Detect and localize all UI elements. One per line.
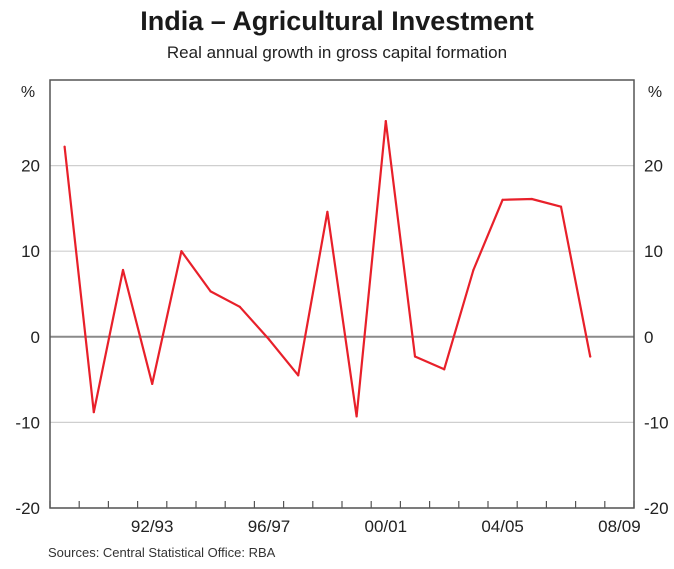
axis-labels: -20 -20 -10 -10 0 0 10 10 20 20 92/93 96/97 00/01 04/…: [15, 157, 668, 536]
left-unit-label: %: [21, 84, 35, 101]
data-point: [63, 145, 66, 148]
chart-title: India – Agricultural Investment: [140, 6, 534, 36]
data-point: [355, 415, 358, 418]
y-tick-label-left: 20: [21, 157, 40, 176]
right-unit-label: %: [648, 84, 662, 101]
y-tick-label-right: 10: [644, 242, 663, 261]
y-tick-label-right: 20: [644, 157, 663, 176]
y-tick-label-right: -20: [644, 499, 669, 518]
source-note: Sources: Central Statistical Office: RBA: [48, 545, 276, 560]
data-point: [589, 355, 592, 358]
data-point: [297, 374, 300, 377]
data-point: [443, 368, 446, 371]
data-point: [209, 290, 212, 293]
y-tick-label-left: -10: [15, 413, 40, 432]
series-layer: [63, 119, 592, 418]
y-tick-label-left: -20: [15, 499, 40, 518]
data-point: [472, 268, 475, 272]
x-tick-label: 92/93: [131, 517, 174, 536]
data-point: [413, 355, 417, 358]
data-point: [92, 411, 95, 414]
y-tick-label-left: 10: [21, 242, 40, 261]
chart-subtitle: Real annual growth in gross capital form…: [166, 43, 508, 62]
data-point: [267, 338, 271, 341]
data-point: [501, 198, 504, 201]
data-point: [530, 197, 533, 201]
tick-marks: [49, 501, 635, 508]
data-point: [559, 205, 563, 208]
data-point: [180, 250, 183, 253]
x-tick-label: 04/05: [481, 517, 524, 536]
data-point: [384, 119, 387, 123]
gridlines: [50, 165, 634, 509]
data-point: [326, 210, 329, 213]
y-tick-label-right: -10: [644, 413, 669, 432]
x-tick-label: 08/09: [598, 517, 641, 536]
x-tick-label: 96/97: [248, 517, 291, 536]
data-point: [121, 268, 125, 272]
y-tick-label-right: 0: [644, 328, 653, 347]
y-tick-label-left: 0: [31, 328, 40, 347]
data-point: [151, 382, 154, 385]
x-tick-label: 00/01: [365, 517, 408, 536]
plot-frame: [49, 79, 635, 509]
data-point: [238, 305, 241, 308]
